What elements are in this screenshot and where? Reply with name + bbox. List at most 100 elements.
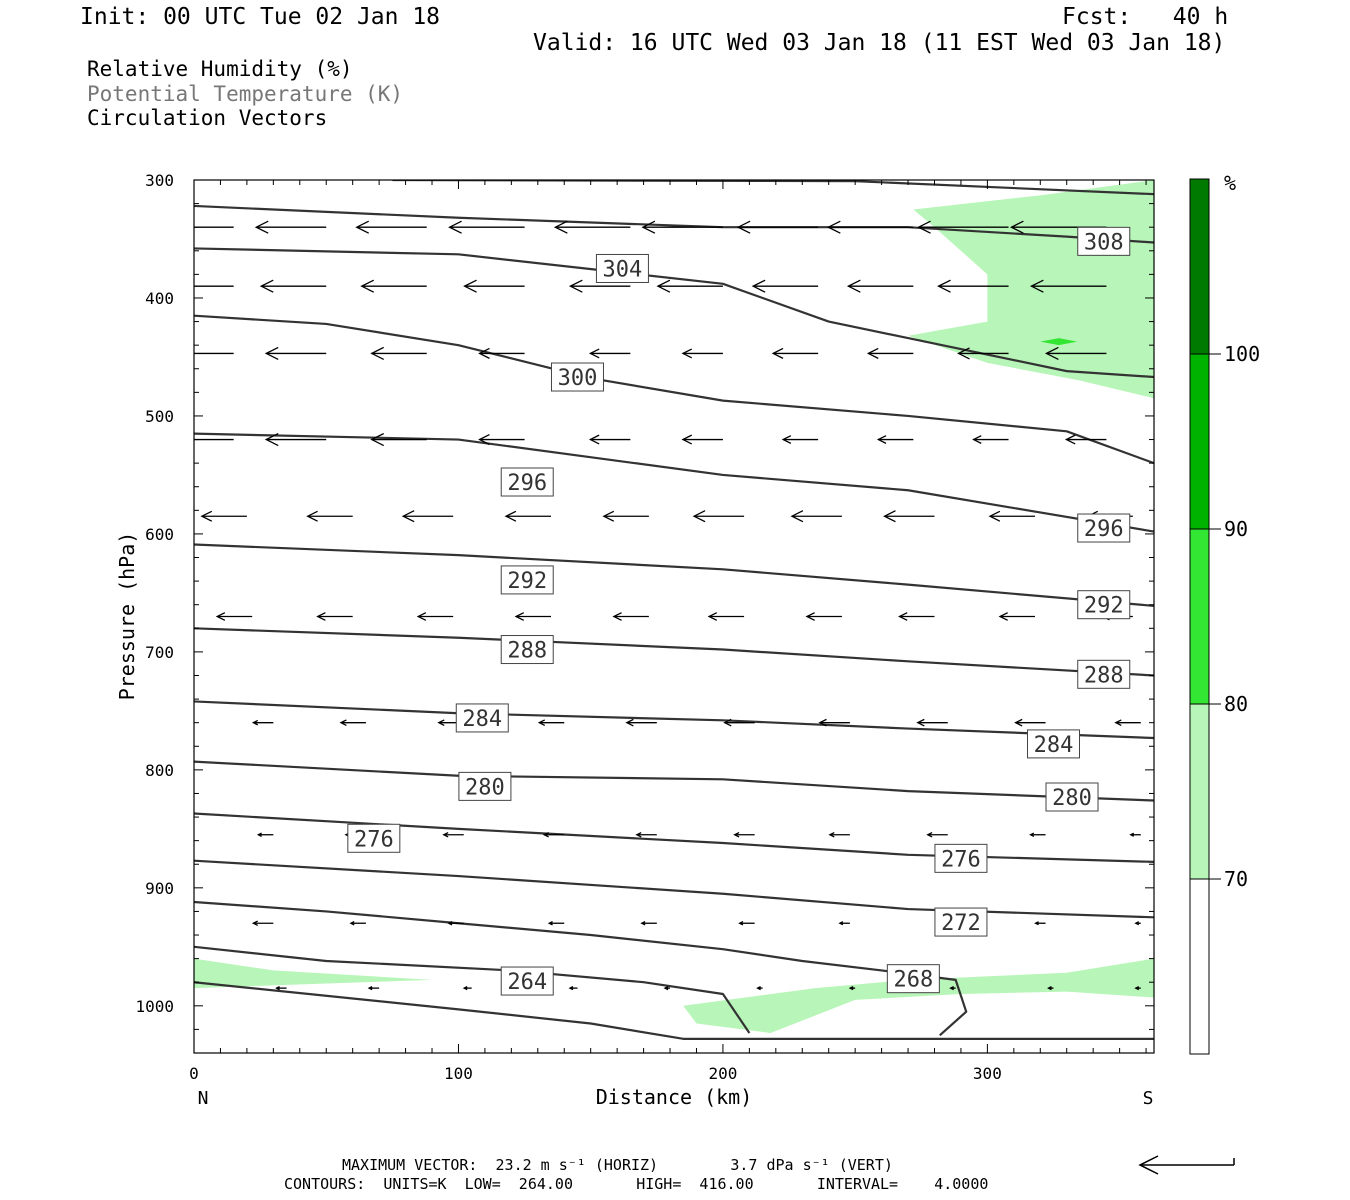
circulation-vector: [736, 220, 819, 234]
contour-label: 284: [1027, 729, 1081, 759]
circulation-vector: [733, 831, 755, 838]
contour-label-text: 296: [507, 471, 547, 496]
plot-frame: [193, 179, 1155, 1054]
vector-head: [781, 435, 792, 444]
vector-head: [612, 612, 622, 621]
circulation-vector: [828, 831, 850, 838]
vector-head: [738, 920, 744, 926]
contour-label-text: 276: [941, 847, 981, 872]
vector-head: [401, 510, 415, 523]
circulation-vector: [504, 510, 552, 522]
circulation-vector: [259, 279, 327, 293]
vector-head: [805, 612, 815, 621]
circulation-vector: [588, 434, 631, 445]
x-tick-label: 200: [708, 1064, 737, 1083]
circulation-vector: [1044, 346, 1107, 361]
circulation-vector: [514, 612, 552, 621]
contour-label: 288: [1077, 659, 1131, 689]
circulation-vector: [937, 279, 1009, 293]
contour-label-text: 284: [1034, 733, 1074, 758]
contour-label-text: 304: [603, 257, 643, 282]
vector-head: [215, 612, 226, 621]
vector-head: [625, 718, 634, 727]
vector-head: [681, 434, 693, 445]
circulation-vector: [553, 220, 631, 234]
rh-region-70: [194, 958, 433, 989]
y-tick-label: 400: [145, 289, 174, 308]
vector-head: [937, 279, 951, 293]
contour-label: 292: [1077, 590, 1131, 620]
circulation-vector: [916, 718, 948, 727]
circulation-vector: [254, 220, 327, 234]
circulation-vector: [316, 612, 353, 621]
reference-vector: [1138, 1155, 1235, 1175]
vector-head: [370, 432, 385, 447]
y-tick-label: 600: [145, 525, 174, 544]
reference-vector-head: [1138, 1155, 1159, 1175]
vector-head: [828, 831, 835, 838]
vector-head: [733, 831, 740, 838]
colorbar-segment: [1189, 528, 1210, 705]
theta-contour-296: [194, 432, 1154, 533]
vector-head: [848, 986, 854, 991]
contour-label: 280: [1045, 782, 1099, 812]
vector-head: [547, 920, 553, 926]
vector-head: [164, 221, 176, 233]
contour-label-text: 276: [354, 827, 394, 852]
contour-label-box: [1077, 513, 1131, 543]
vector-head: [256, 832, 262, 837]
circulation-vector: [215, 612, 253, 621]
contour-label-text: 268: [893, 968, 933, 993]
contour-label-text: 296: [1084, 517, 1124, 542]
circulation-vector: [442, 831, 464, 838]
vector-head: [1114, 719, 1122, 727]
theta-contour-300: [194, 314, 1154, 465]
y-tick-label: 700: [145, 643, 174, 662]
contour-label: 284: [455, 703, 509, 733]
circulation-vector: [917, 220, 1009, 234]
theta-contour-264: [194, 945, 751, 1034]
contour-label-text: 284: [462, 707, 502, 732]
contour-label-text: 288: [1084, 663, 1124, 688]
vector-head: [640, 920, 646, 926]
contour-label: 296: [1077, 513, 1131, 543]
contour-label: 280: [458, 771, 512, 801]
vector-head: [751, 279, 766, 293]
vector-head: [316, 612, 326, 621]
circulation-vector: [681, 434, 723, 445]
vector-head: [1064, 434, 1076, 445]
vector-head: [200, 510, 213, 522]
circulation-vector: [360, 279, 427, 293]
colorbar-label: 80: [1224, 692, 1248, 716]
vector-head: [251, 719, 259, 726]
colorbar-label: 100: [1224, 342, 1260, 366]
circulation-vector: [681, 348, 723, 359]
circulation-vector: [447, 920, 464, 926]
vector-head: [602, 510, 615, 522]
colorbar-segment: [1189, 878, 1210, 1055]
vector-head: [537, 719, 546, 727]
circulation-vector: [256, 832, 274, 837]
circulation-vector: [751, 279, 819, 293]
circulation-vector: [416, 612, 454, 621]
contour-label-box: [934, 843, 988, 873]
circulation-vector: [463, 279, 525, 293]
theta-contour-268: [194, 981, 1154, 1040]
circulation-vector: [625, 718, 657, 727]
x-tick-label: 300: [973, 1064, 1002, 1083]
contour-label-text: 280: [1052, 786, 1092, 811]
vector-head: [251, 920, 259, 927]
vector-head: [866, 347, 879, 359]
x-tick-label: 100: [444, 1064, 473, 1083]
legend-rh: Relative Humidity (%): [87, 57, 353, 81]
vector-head: [442, 831, 449, 838]
circulation-vector: [723, 718, 755, 727]
contour-label-box: [595, 253, 649, 283]
contour-label-text: 280: [465, 775, 505, 800]
vector-head: [1134, 921, 1140, 926]
valid-time: Valid: 16 UTC Wed 03 Jan 18 (11 EST Wed …: [533, 30, 1226, 56]
vector-head: [355, 220, 370, 234]
vector-head: [1134, 986, 1140, 991]
circulation-vector: [826, 220, 914, 234]
contour-label: 292: [500, 565, 554, 595]
